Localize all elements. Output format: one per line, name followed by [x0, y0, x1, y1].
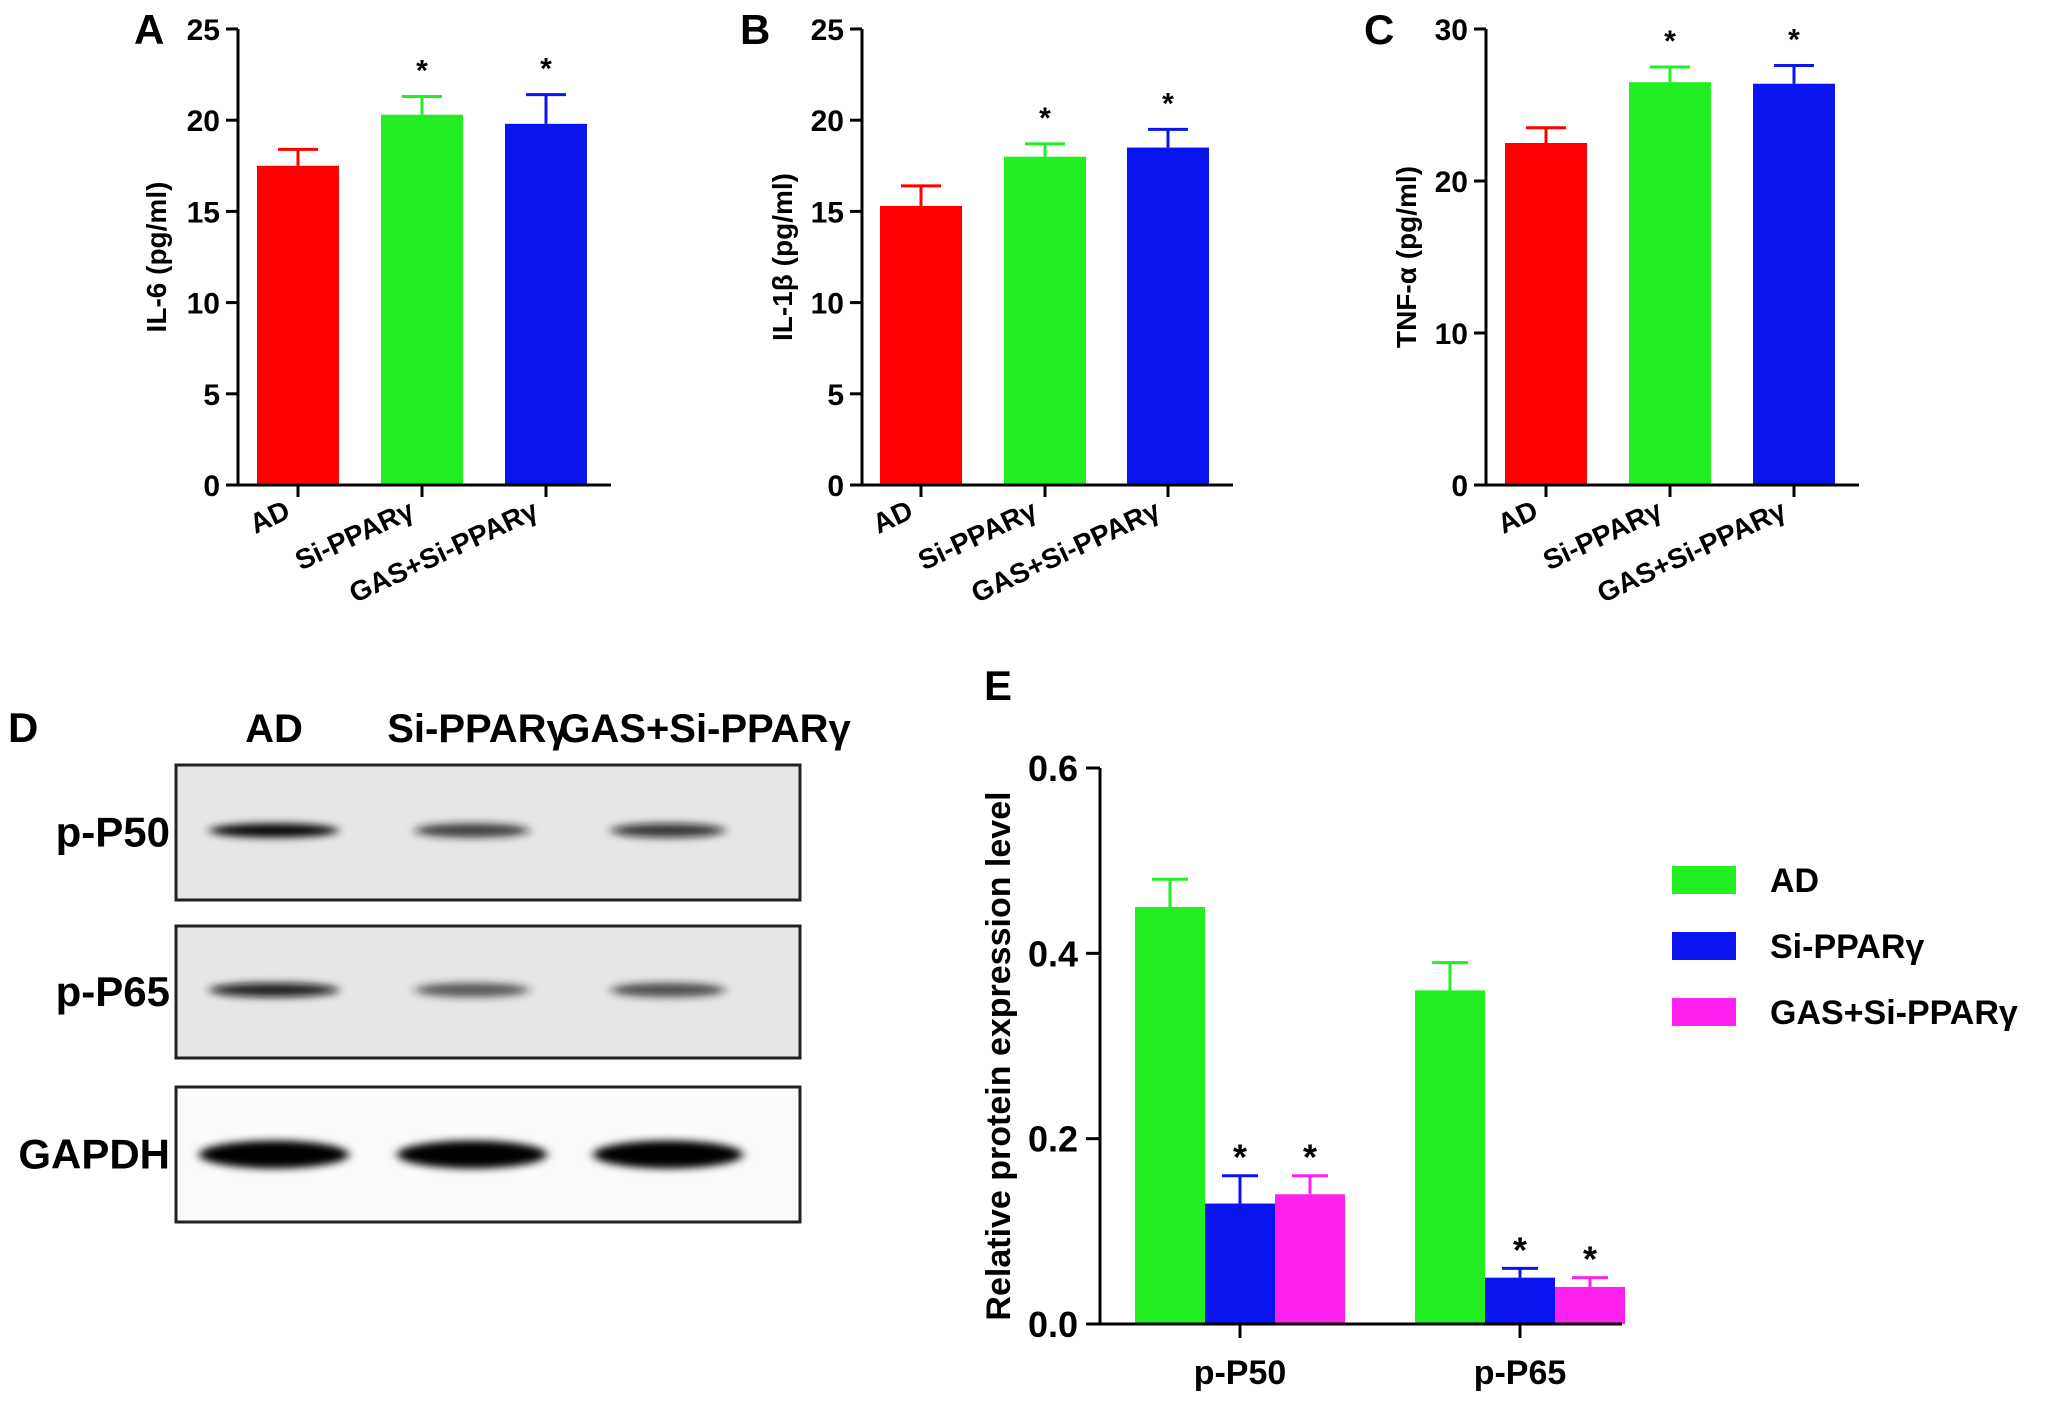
legend-swatch: [1672, 866, 1736, 894]
significance-mark: *: [540, 53, 552, 86]
blot-band: [414, 823, 530, 838]
bar: [257, 165, 339, 486]
y-tick-label: 0.4: [1028, 933, 1078, 974]
blot-lane-label: Si-PPARγ: [387, 707, 569, 751]
significance-mark: *: [416, 54, 428, 87]
y-tick-label: 30: [1435, 14, 1468, 47]
blot-band: [414, 983, 530, 997]
x-tick-label: AD: [1493, 494, 1543, 539]
blot-row-label: p-P65: [56, 968, 170, 1015]
y-axis-label: IL-1β (pg/ml): [767, 173, 798, 341]
bar: [1505, 143, 1587, 485]
x-tick-label: AD: [868, 494, 918, 539]
y-tick-label: 5: [827, 379, 844, 412]
bar: [505, 123, 587, 486]
y-tick-label: 20: [1435, 166, 1468, 199]
y-tick-label: 20: [811, 105, 844, 138]
significance-mark: *: [1162, 87, 1174, 120]
blot-band: [610, 823, 726, 838]
blot-band: [209, 983, 339, 997]
y-axis-label: Relative protein expression level: [980, 791, 1018, 1320]
bar: [1629, 82, 1711, 485]
y-tick-label: 15: [811, 196, 844, 229]
y-tick-label: 25: [187, 14, 220, 47]
y-tick-label: 0.2: [1028, 1119, 1078, 1160]
blot-lane-label: GAS+Si-PPARγ: [559, 707, 851, 751]
significance-mark: *: [1233, 1137, 1247, 1178]
y-tick-label: 10: [1435, 318, 1468, 351]
x-tick-label: p-P50: [1194, 1354, 1287, 1392]
blot-row-label: GAPDH: [18, 1131, 170, 1178]
x-tick-label: AD: [245, 494, 295, 539]
y-tick-label: 15: [187, 196, 220, 229]
legend-swatch: [1672, 932, 1736, 960]
y-axis-label: IL-6 (pg/ml): [141, 182, 172, 333]
significance-mark: *: [1039, 102, 1051, 135]
significance-mark: *: [1664, 25, 1676, 58]
y-tick-label: 10: [187, 288, 220, 321]
bar: [381, 114, 463, 485]
y-tick-label: 0.6: [1028, 748, 1078, 789]
significance-mark: *: [1513, 1229, 1527, 1270]
western-blot: AD Si-PPARγ GAS+Si-PPARγ p-P50 p-P65 GAPDH: [18, 707, 852, 1224]
bar: [1205, 1203, 1275, 1324]
legend-label: GAS+Si-PPARγ: [1770, 994, 2018, 1032]
significance-mark: *: [1583, 1239, 1597, 1280]
bar: [1555, 1286, 1625, 1324]
y-tick-label: 0.0: [1028, 1304, 1078, 1345]
panel-label-a: A: [134, 6, 164, 53]
bar: [1004, 156, 1086, 485]
y-tick-label: 25: [811, 14, 844, 47]
y-axis-label: TNF-α (pg/ml): [1391, 166, 1422, 348]
chart-il1b: * *0510152025ADSi-PPARγGAS+Si-PPARγIL-1β …: [767, 14, 1233, 609]
significance-mark: *: [1788, 23, 1800, 56]
bar: [1485, 1277, 1555, 1324]
y-tick-label: 0: [1451, 470, 1468, 503]
blot-band: [610, 983, 726, 997]
blot-band: [593, 1140, 743, 1169]
panel-label-c: C: [1364, 6, 1394, 53]
blot-row-label: p-P50: [56, 809, 170, 856]
bar: [1127, 147, 1209, 485]
significance-mark: *: [1303, 1137, 1317, 1178]
x-tick-label: p-P65: [1474, 1354, 1567, 1392]
legend-label: AD: [1770, 862, 1819, 900]
blot-lane-label: AD: [245, 707, 303, 751]
y-tick-label: 5: [203, 379, 220, 412]
panel-label-d: D: [8, 704, 38, 751]
bar: [880, 205, 962, 486]
blot-band: [397, 1140, 547, 1169]
chart-protein-expression: * * * * 0.0 0.2 0.4 0.6 p-P50 p-P65 Relative prote…: [980, 748, 2018, 1392]
legend-swatch: [1672, 998, 1736, 1026]
bar: [1415, 990, 1485, 1324]
panel-label-e: E: [984, 662, 1012, 709]
bar: [1753, 83, 1835, 485]
bar: [1275, 1194, 1345, 1324]
y-tick-label: 0: [203, 470, 220, 503]
blot-band: [199, 1140, 349, 1169]
y-tick-label: 0: [827, 470, 844, 503]
panel-label-b: B: [740, 6, 770, 53]
y-tick-label: 20: [187, 105, 220, 138]
blot-band: [209, 823, 339, 838]
y-tick-label: 10: [811, 288, 844, 321]
bar: [1135, 907, 1205, 1324]
legend-label: Si-PPARγ: [1770, 928, 1924, 966]
